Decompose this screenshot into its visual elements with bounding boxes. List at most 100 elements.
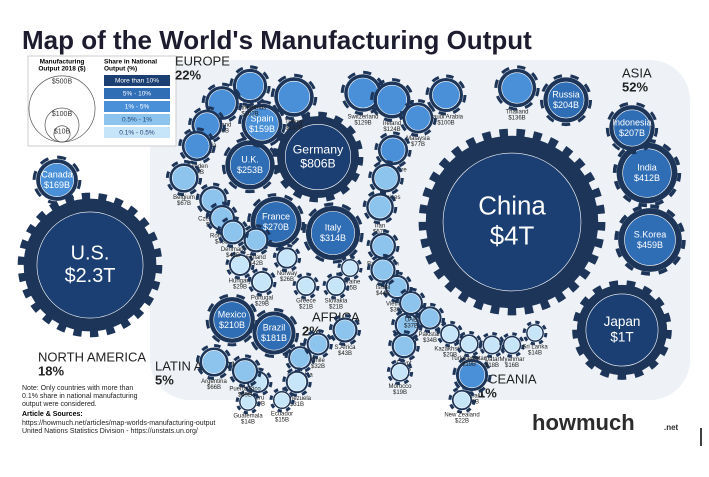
- country-value: $181B: [261, 333, 287, 343]
- gear-teeth: [362, 189, 398, 225]
- gear-face: [342, 260, 358, 276]
- country-gear: Puerto Rico$49B: [228, 354, 262, 399]
- gear-teeth: [249, 308, 299, 358]
- gear-face: [39, 162, 75, 198]
- country-name: Australia: [460, 394, 484, 400]
- gear-face: [501, 72, 533, 104]
- country-value: $20B: [443, 352, 457, 358]
- country-name: Thailand: [505, 110, 528, 116]
- country-name: Venezuela: [283, 396, 312, 402]
- country-gear: Saudi Arabia$100B: [425, 74, 467, 127]
- country-gear: Sri Lanka$14B: [522, 320, 548, 356]
- country-name: Pakistan: [418, 332, 441, 338]
- gear-teeth: [386, 358, 414, 386]
- country-value: $67B: [177, 201, 191, 207]
- gear-face: [311, 211, 355, 255]
- country-value: $66B: [207, 385, 221, 391]
- country-value: $253B: [237, 165, 263, 175]
- country-value: $49B: [238, 393, 252, 399]
- country-name: Norway: [277, 271, 297, 277]
- country-value: $86B: [465, 400, 479, 406]
- gear-face: [252, 272, 272, 292]
- country-gear: U.S.$2.3T: [17, 192, 163, 338]
- country-gear: Norway$26B: [272, 243, 302, 283]
- gear-teeth: [228, 354, 262, 388]
- gear-face: [184, 133, 210, 159]
- country-name: New Zealand: [444, 413, 479, 419]
- country-value: $124B: [383, 127, 400, 133]
- country-gear: Iran$57B: [362, 189, 398, 235]
- legend-share-title: Share in National: [104, 59, 157, 66]
- country-name: Ukraine: [340, 280, 361, 286]
- country-name: Finland: [246, 255, 266, 261]
- country-gear: Malaysia$77B: [399, 99, 437, 148]
- gear-face: [547, 81, 585, 119]
- country-gear: China$4T: [418, 128, 606, 316]
- country-gear: Sweden$74B: [178, 127, 216, 176]
- legend-share-title: Output (%): [104, 66, 137, 73]
- country-gear: Finland$42B: [240, 224, 272, 267]
- gear-face: [230, 255, 250, 275]
- country-name: Belgium: [173, 195, 195, 201]
- country-value: $210B: [219, 320, 245, 330]
- country-value: $2.3T: [65, 265, 116, 287]
- country-name: Hungary: [229, 279, 252, 285]
- country-name: UAE: [405, 317, 417, 323]
- country-gear: Turkey$147B: [270, 73, 318, 131]
- gear-face: [202, 350, 226, 374]
- country-gear: Greece$21B: [292, 272, 320, 311]
- gear-teeth: [272, 111, 364, 203]
- legend-size-title: Manufacturing: [40, 59, 85, 66]
- country-gear: Argentina$66B: [195, 343, 233, 391]
- gear-face: [376, 84, 408, 116]
- gear-teeth: [243, 367, 273, 397]
- country-gear: France$270B: [247, 193, 305, 251]
- gear-face: [297, 277, 315, 295]
- legend-share-label: 1% - 5%: [125, 104, 150, 111]
- country-gear: Japan$1T: [572, 280, 672, 380]
- gear-face: [245, 107, 279, 141]
- country-gear: UAE$37B: [395, 287, 427, 329]
- gear-teeth: [247, 193, 305, 251]
- legend-size-label: $500B: [52, 79, 73, 86]
- country-name: France: [262, 211, 290, 221]
- country-gear: Morocco$19B: [386, 358, 414, 396]
- gear-face: [624, 214, 676, 266]
- country-gear: Mexico$210B: [205, 293, 259, 347]
- country-value: $18B: [485, 363, 499, 369]
- country-name: China: [478, 193, 546, 221]
- gear-face: [229, 144, 271, 186]
- gear-teeth: [448, 386, 476, 414]
- gear-face: [334, 319, 356, 341]
- region-name: NORTH AMERICA: [38, 349, 146, 364]
- legend-share-label: 0.1% - 0.5%: [119, 130, 155, 137]
- country-value: $4T: [490, 222, 535, 250]
- gear-face: [290, 348, 310, 368]
- gear-teeth: [272, 243, 302, 273]
- country-name: Switzerland: [347, 114, 378, 120]
- country-value: $169B: [44, 180, 70, 190]
- gear-teeth: [366, 253, 400, 287]
- region-share: 5%: [155, 372, 174, 387]
- gear-face: [405, 105, 431, 131]
- gear-teeth: [221, 136, 279, 194]
- country-gear: Thailand$136B: [494, 65, 540, 122]
- gear-face: [368, 195, 392, 219]
- gear-teeth: [368, 160, 404, 196]
- title: Map of the World's Manufacturing Output: [22, 25, 532, 55]
- country-name: Saudi Arabia: [429, 115, 464, 121]
- gear-face: [391, 363, 409, 381]
- country-value: $29B: [233, 285, 247, 291]
- country-gear: Australia$86B: [452, 355, 492, 406]
- legend-swatch: [104, 127, 170, 138]
- country-name: Malaysia: [406, 136, 430, 142]
- gear-face: [284, 123, 352, 191]
- gear-teeth: [269, 387, 295, 413]
- country-gear: Belgium$67B: [165, 159, 203, 207]
- gear-teeth: [605, 101, 659, 155]
- gear-teeth: [388, 330, 420, 362]
- country-value: $15B: [275, 418, 289, 424]
- country-gear: Singapore$73B: [374, 131, 412, 180]
- gear-face: [235, 71, 265, 101]
- country-gear: Canada$169B: [32, 155, 82, 205]
